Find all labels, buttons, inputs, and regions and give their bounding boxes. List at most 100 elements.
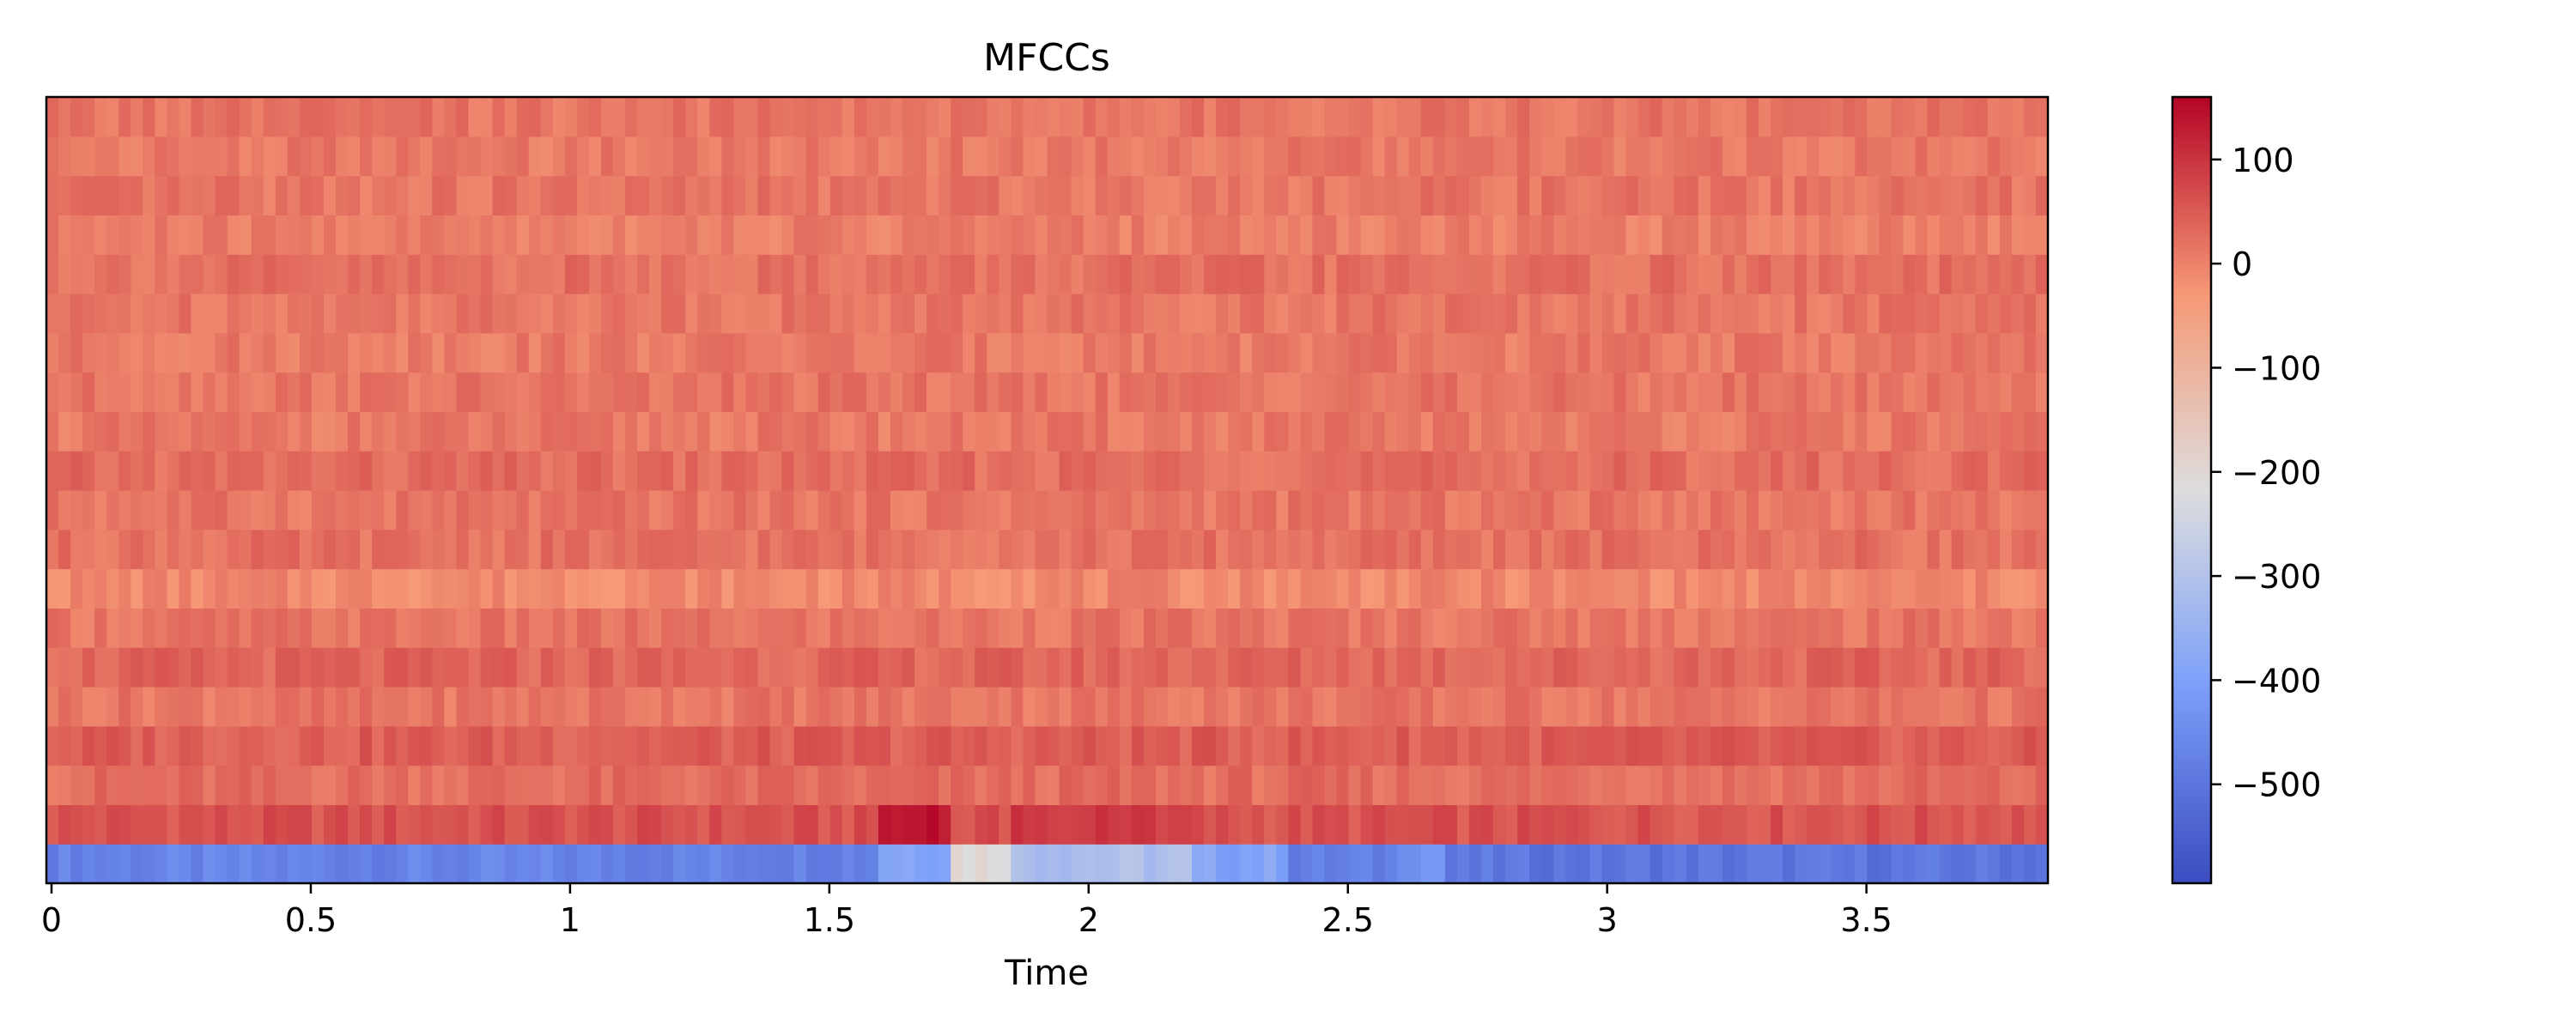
heatmap-cell: [1783, 411, 1795, 451]
heatmap-cell: [1939, 451, 1953, 491]
heatmap-cell: [372, 608, 385, 648]
heatmap-cell: [769, 647, 783, 688]
heatmap-cell: [1035, 136, 1048, 177]
heatmap-cell: [239, 844, 252, 884]
heatmap-cell: [1432, 844, 1446, 884]
heatmap-cell: [854, 97, 867, 137]
heatmap-cell: [588, 175, 602, 215]
heatmap-cell: [927, 136, 939, 177]
heatmap-cell: [1771, 765, 1783, 805]
heatmap-cell: [323, 804, 337, 845]
heatmap-cell: [480, 411, 494, 451]
heatmap-cell: [625, 97, 638, 137]
heatmap-cell: [963, 725, 975, 766]
heatmap-cell: [1481, 608, 1494, 648]
heatmap-cell: [215, 844, 228, 884]
heatmap-cell: [1625, 529, 1639, 570]
heatmap-cell: [1481, 254, 1494, 294]
heatmap-cell: [1396, 97, 1410, 137]
heatmap-cell: [939, 687, 951, 727]
heatmap-cell: [866, 372, 879, 412]
heatmap-cell: [939, 175, 951, 215]
heatmap-cell: [1288, 844, 1301, 884]
heatmap-cell: [685, 411, 698, 451]
heatmap-cell: [1300, 136, 1314, 177]
heatmap-cell: [1047, 765, 1060, 805]
heatmap-cell: [1674, 608, 1687, 648]
heatmap-cell: [360, 294, 373, 334]
heatmap-cell: [1360, 844, 1374, 884]
heatmap-cell: [854, 725, 867, 766]
heatmap-cell: [709, 804, 722, 845]
heatmap-cell: [1987, 608, 2001, 648]
heatmap-cell: [1179, 804, 1193, 845]
heatmap-cell: [588, 254, 602, 294]
heatmap-cell: [1819, 568, 1832, 609]
heatmap-cell: [1939, 294, 1953, 334]
heatmap-cell: [878, 136, 891, 177]
heatmap-cell: [1095, 804, 1109, 845]
heatmap-cell: [1903, 687, 1917, 727]
heatmap-cell: [1758, 568, 1771, 609]
heatmap-cell: [1867, 215, 1880, 255]
heatmap-cell: [1107, 529, 1121, 570]
heatmap-cell: [1867, 175, 1880, 215]
heatmap-cell: [1360, 294, 1374, 334]
heatmap-cell: [287, 490, 301, 530]
heatmap-cell: [1023, 608, 1036, 648]
heatmap-cell: [227, 294, 240, 334]
heatmap-cell: [1807, 175, 1820, 215]
heatmap-cell: [709, 844, 722, 884]
heatmap-cell: [927, 175, 939, 215]
heatmap-cell: [299, 175, 313, 215]
heatmap-cell: [588, 529, 602, 570]
heatmap-cell: [1408, 411, 1422, 451]
heatmap-cell: [1493, 332, 1506, 373]
heatmap-cell: [1565, 844, 1578, 884]
heatmap-cell: [1192, 765, 1205, 805]
heatmap-cell: [1336, 804, 1350, 845]
heatmap-cell: [1746, 647, 1759, 688]
heatmap-cell: [167, 451, 180, 491]
heatmap-cell: [528, 175, 542, 215]
heatmap-cell: [1831, 529, 1844, 570]
heatmap-cell: [1107, 451, 1121, 491]
heatmap-cell: [1819, 725, 1832, 766]
heatmap-cell: [1758, 411, 1771, 451]
heatmap-cell: [504, 647, 518, 688]
heatmap-cell: [372, 254, 385, 294]
heatmap-cell: [1963, 844, 1977, 884]
heatmap-cell: [179, 411, 192, 451]
heatmap-cell: [1396, 451, 1410, 491]
heatmap-cell: [1710, 451, 1723, 491]
heatmap-cell: [745, 411, 759, 451]
heatmap-cell: [1637, 765, 1651, 805]
heatmap-cell: [673, 529, 686, 570]
heatmap-cell: [203, 844, 216, 884]
heatmap-cell: [1468, 215, 1482, 255]
heatmap-cell: [1119, 647, 1133, 688]
heatmap-cell: [1529, 411, 1542, 451]
heatmap-cell: [637, 372, 650, 412]
heatmap-cell: [70, 804, 83, 845]
heatmap-cell: [673, 568, 686, 609]
heatmap-cell: [263, 136, 276, 177]
heatmap-cell: [58, 568, 71, 609]
heatmap-cell: [1758, 647, 1771, 688]
heatmap-cell: [1192, 490, 1205, 530]
heatmap-cell: [1795, 254, 1807, 294]
heatmap-cell: [275, 294, 289, 334]
heatmap-cell: [1613, 529, 1627, 570]
heatmap-cell: [625, 568, 638, 609]
heatmap-cell: [600, 97, 614, 137]
heatmap-cell: [1432, 725, 1446, 766]
heatmap-cell: [323, 372, 337, 412]
heatmap-cell: [1541, 332, 1554, 373]
heatmap-cell: [1505, 215, 1518, 255]
heatmap-cell: [311, 372, 325, 412]
heatmap-cell: [1204, 608, 1217, 648]
heatmap-cell: [612, 451, 626, 491]
heatmap-cell: [1276, 490, 1289, 530]
heatmap-cell: [131, 844, 143, 884]
heatmap-cell: [360, 372, 373, 412]
